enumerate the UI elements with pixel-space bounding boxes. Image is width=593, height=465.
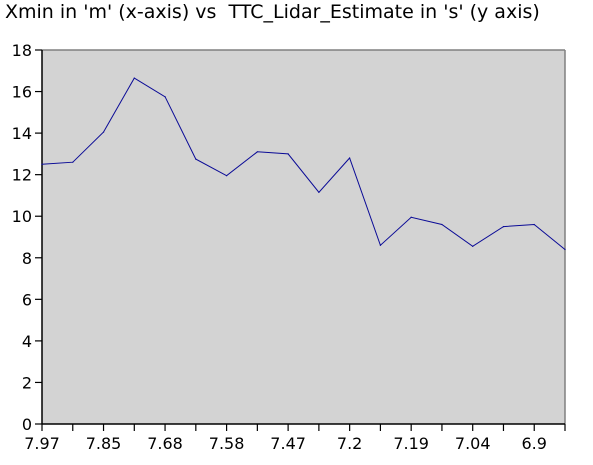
- data-point: [287, 153, 289, 155]
- data-point: [564, 248, 566, 251]
- y-tick-label: 10: [12, 207, 32, 226]
- data-point: [318, 191, 320, 193]
- data-point: [195, 158, 197, 160]
- y-tick-label: 0: [22, 415, 32, 434]
- y-tick-label: 16: [12, 83, 32, 102]
- data-point: [472, 245, 474, 247]
- data-point: [41, 163, 43, 165]
- x-tick-label: 7.58: [209, 434, 245, 453]
- x-tick-label: 7.47: [270, 434, 306, 453]
- y-tick-label: 12: [12, 166, 32, 185]
- x-tick-label: 7.68: [147, 434, 183, 453]
- y-tick-label: 18: [12, 41, 32, 60]
- data-point: [256, 151, 258, 153]
- y-tick-label: 8: [22, 249, 32, 268]
- y-tick-label: 4: [22, 332, 32, 351]
- y-tick-label: 6: [22, 290, 32, 309]
- x-tick-label: 7.2: [337, 434, 362, 453]
- data-point: [533, 223, 535, 226]
- x-tick-label: 6.9: [522, 434, 547, 453]
- data-point: [164, 96, 166, 98]
- x-tick-label: 7.97: [24, 434, 60, 453]
- x-tick-label: 7.85: [86, 434, 122, 453]
- y-tick-label: 14: [12, 124, 32, 143]
- data-point: [502, 226, 505, 228]
- chart-title: Xmin in 'm' (x-axis) vs TTC_Lidar_Estima…: [5, 1, 540, 23]
- data-point: [349, 157, 351, 159]
- y-tick-label: 2: [22, 373, 32, 392]
- data-point: [133, 77, 135, 79]
- data-point: [379, 244, 382, 246]
- data-point: [410, 216, 412, 218]
- data-point: [72, 161, 74, 163]
- data-point: [441, 223, 443, 226]
- plot-area: [42, 50, 565, 424]
- x-tick-label: 7.19: [393, 434, 429, 453]
- data-point: [102, 131, 105, 133]
- series-line: [41, 77, 566, 250]
- x-tick-label: 7.04: [455, 434, 491, 453]
- data-point: [225, 175, 228, 177]
